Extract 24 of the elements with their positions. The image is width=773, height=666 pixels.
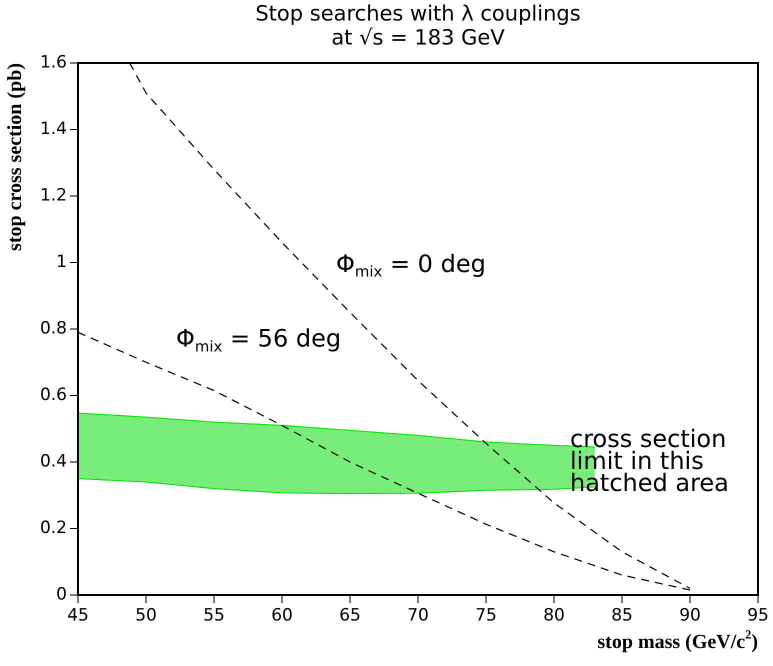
x-tick-label: 80 [543,606,565,626]
y-tick-label: 0.8 [40,318,67,338]
y-axis-title: stop cross section (pb) [4,63,26,251]
y-tick-label: 0.4 [40,451,67,472]
x-tick-label: 90 [679,606,701,626]
y-tick-label: 0.2 [40,518,67,538]
y-tick-label: 0.6 [40,384,67,405]
x-tick-label: 55 [203,606,225,626]
x-tick-label: 85 [611,606,633,626]
x-tick-label: 75 [475,606,497,626]
y-tick-label: 1.4 [40,118,67,139]
y-tick-label: 1.6 [40,52,67,72]
chart-subtitle: at √s = 183 GeV [331,25,506,50]
y-tick-label: 0 [56,584,67,604]
x-tick-label: 50 [135,606,157,626]
y-tick-label: 1.2 [40,185,67,206]
x-tick-label: 70 [407,606,429,626]
x-tick-label: 60 [271,606,293,626]
x-tick-label: 95 [747,606,769,626]
y-tick-label: 1 [56,252,67,272]
annotation: cross section limit in this hatched area [570,425,729,498]
x-tick-label: 45 [67,606,89,626]
x-tick-label: 65 [339,606,361,626]
chart-title: Stop searches with λ couplings [255,1,581,26]
